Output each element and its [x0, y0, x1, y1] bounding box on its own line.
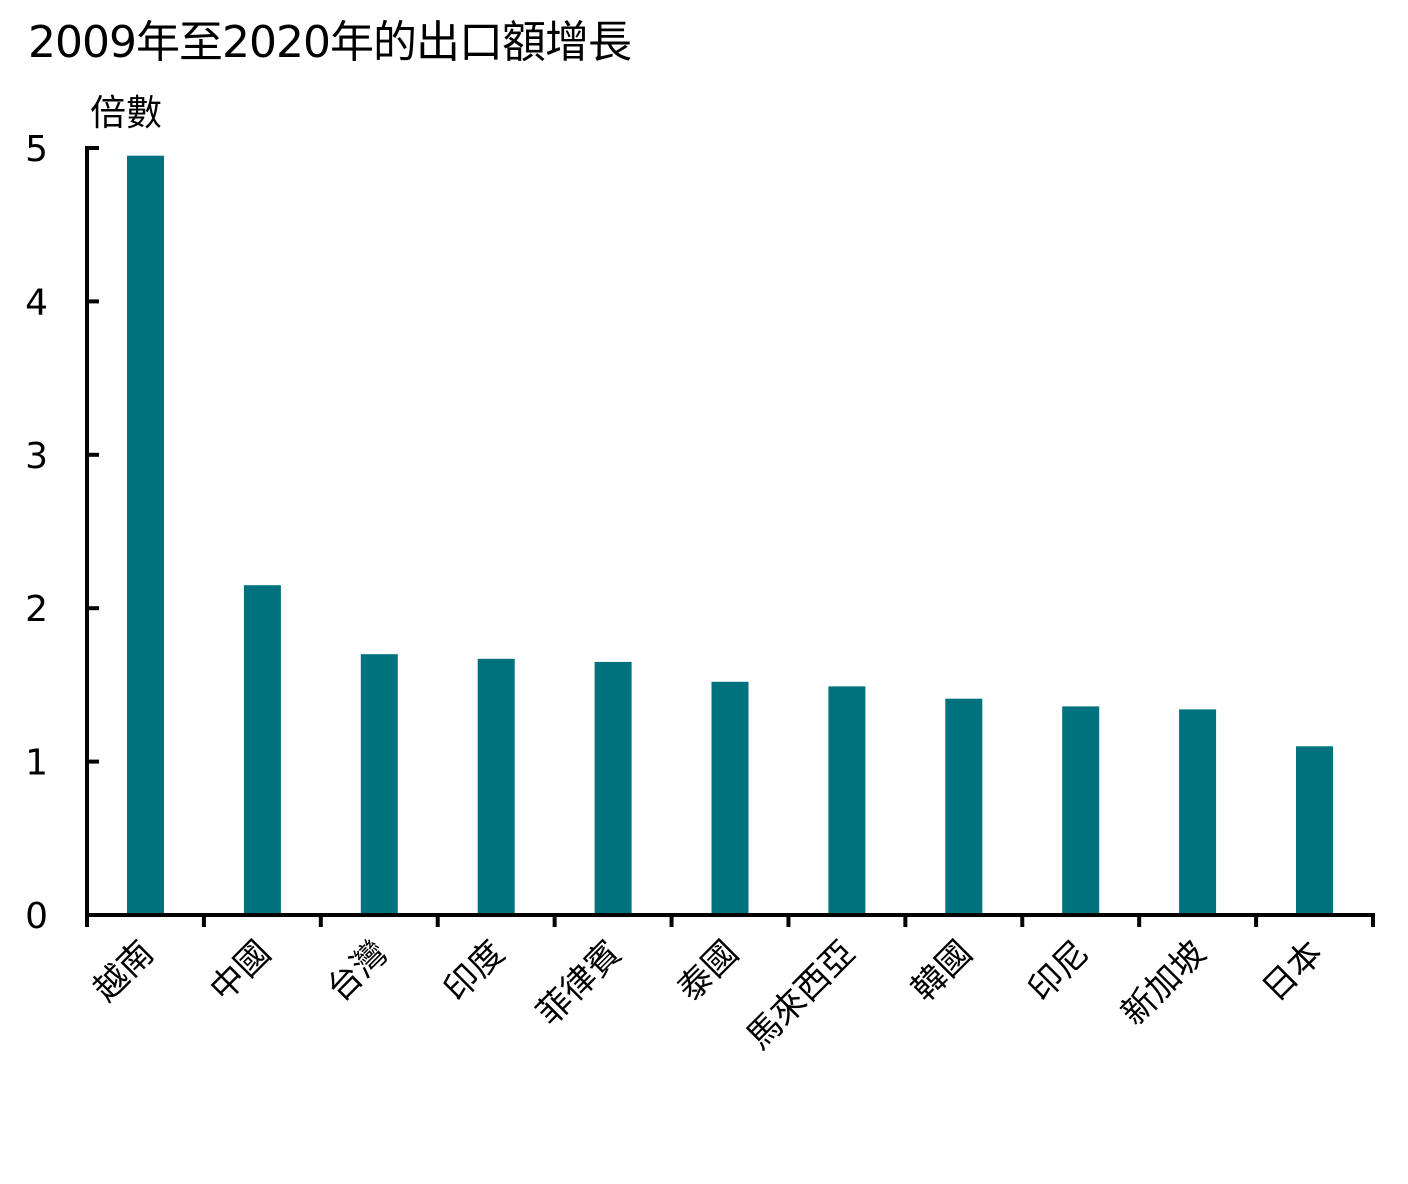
bar-9 [1179, 709, 1217, 915]
x-tick-label-8: 印尼 [1021, 933, 1097, 1009]
bar-1 [243, 585, 281, 915]
x-tick-label-0: 越南 [85, 933, 161, 1009]
bar-8 [1062, 706, 1100, 915]
y-tick-label-2: 2 [25, 589, 48, 630]
x-tick-label-9: 新加坡 [1114, 933, 1214, 1033]
y-tick-label-3: 3 [25, 436, 48, 477]
bar-2 [360, 654, 398, 915]
y-tick-label-5: 5 [25, 129, 48, 170]
y-tick-label-0: 0 [25, 896, 48, 937]
y-tick-label-4: 4 [25, 282, 48, 323]
x-tick-label-10: 日本 [1255, 933, 1331, 1009]
bar-0 [127, 155, 164, 915]
y-axis-unit-label: 倍數 [90, 93, 162, 134]
x-tick-label-4: 菲律賓 [529, 933, 629, 1033]
axes-group [85, 146, 1375, 917]
x-tick-label-7: 韓國 [904, 933, 980, 1009]
x-tick-label-2: 台灣 [319, 933, 395, 1009]
bar-3 [477, 658, 515, 915]
bar-5 [711, 681, 749, 915]
x-tick-label-3: 印度 [436, 933, 512, 1009]
bars-group [127, 155, 1333, 915]
x-tick-label-1: 中國 [202, 933, 278, 1009]
bar-6 [828, 686, 866, 915]
y-tick-label-1: 1 [25, 743, 48, 784]
bar-10 [1296, 746, 1333, 915]
chart-title: 2009年至2020年的出口額增長 [28, 17, 632, 68]
bar-7 [945, 698, 983, 915]
x-tick-label-5: 泰國 [670, 933, 746, 1009]
bar-4 [594, 661, 632, 915]
x-tick-label-6: 馬來西亞 [739, 933, 863, 1057]
